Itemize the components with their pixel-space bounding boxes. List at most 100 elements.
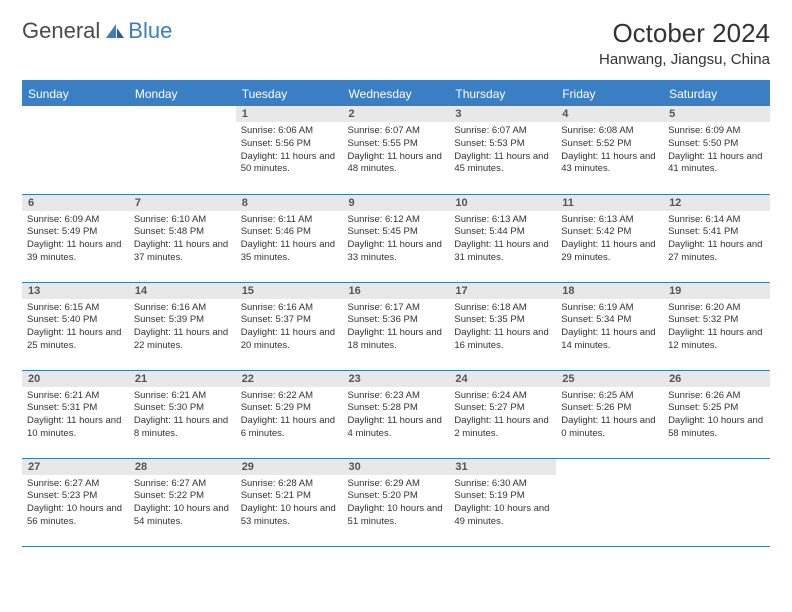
day-number: 28 bbox=[129, 459, 236, 475]
daylight-line: Daylight: 11 hours and 12 minutes. bbox=[668, 327, 762, 351]
day-number: 17 bbox=[449, 283, 556, 299]
day-number: 6 bbox=[22, 195, 129, 211]
sail-icon bbox=[104, 22, 126, 40]
sunrise-line: Sunrise: 6:18 AM bbox=[454, 302, 526, 313]
calendar-cell: 23Sunrise: 6:23 AMSunset: 5:28 PMDayligh… bbox=[343, 370, 450, 458]
sunset-line: Sunset: 5:49 PM bbox=[27, 226, 97, 237]
weekday-header: Saturday bbox=[663, 81, 770, 106]
day-body: Sunrise: 6:23 AMSunset: 5:28 PMDaylight:… bbox=[343, 387, 450, 446]
sunrise-line: Sunrise: 6:28 AM bbox=[241, 478, 313, 489]
calendar-cell bbox=[663, 458, 770, 546]
day-number: 12 bbox=[663, 195, 770, 211]
calendar-week-row: 20 Sunrise: 6:21 AMSunset: 5:31 PM Dayligh… bbox=[22, 370, 770, 458]
sunset-line: Sunset: 5:46 PM bbox=[241, 226, 311, 237]
sunset-line: Sunset: 5:29 PM bbox=[241, 402, 311, 413]
weekday-header: Friday bbox=[556, 81, 663, 106]
day-number: 25 bbox=[556, 371, 663, 387]
daylight-line: Daylight: 11 hours and 22 minutes. bbox=[134, 327, 228, 351]
calendar-cell: 16Sunrise: 6:17 AMSunset: 5:36 PMDayligh… bbox=[343, 282, 450, 370]
daylight-line: Daylight: 11 hours and 18 minutes. bbox=[348, 327, 442, 351]
sunrise-line: Sunrise: 6:23 AM bbox=[348, 390, 420, 401]
sunset-line: Sunset: 5:44 PM bbox=[454, 226, 524, 237]
sunrise-line: Sunrise: 6:30 AM bbox=[454, 478, 526, 489]
calendar-cell: 1Sunrise: 6:06 AMSunset: 5:56 PMDaylight… bbox=[236, 106, 343, 194]
month-title: October 2024 bbox=[599, 18, 770, 49]
title-block: October 2024 Hanwang, Jiangsu, China bbox=[599, 18, 770, 68]
daylight-line: Daylight: 11 hours and 6 minutes. bbox=[241, 415, 335, 439]
calendar-cell: 24Sunrise: 6:24 AMSunset: 5:27 PMDayligh… bbox=[449, 370, 556, 458]
sunset-line: Sunset: 5:37 PM bbox=[241, 314, 311, 325]
brand-part2: Blue bbox=[128, 18, 172, 44]
sunrise-line: Sunrise: 6:20 AM bbox=[668, 302, 740, 313]
day-body: Sunrise: 6:20 AMSunset: 5:32 PMDaylight:… bbox=[663, 299, 770, 358]
daylight-line: Daylight: 10 hours and 58 minutes. bbox=[668, 415, 763, 439]
sunrise-line: Sunrise: 6:29 AM bbox=[348, 478, 420, 489]
daylight-line: Daylight: 10 hours and 51 minutes. bbox=[348, 503, 443, 527]
sunrise-line: Sunrise: 6:15 AM bbox=[27, 302, 99, 313]
daylight-line: Daylight: 11 hours and 45 minutes. bbox=[454, 151, 548, 175]
daylight-line: Daylight: 11 hours and 31 minutes. bbox=[454, 239, 548, 263]
calendar-cell: 14Sunrise: 6:16 AMSunset: 5:39 PMDayligh… bbox=[129, 282, 236, 370]
day-number: 21 bbox=[129, 371, 236, 387]
sunrise-line: Sunrise: 6:12 AM bbox=[348, 214, 420, 225]
daylight-line: Daylight: 10 hours and 56 minutes. bbox=[27, 503, 122, 527]
day-number: 30 bbox=[343, 459, 450, 475]
calendar-body: 1Sunrise: 6:06 AMSunset: 5:56 PMDaylight… bbox=[22, 106, 770, 546]
daylight-line: Daylight: 11 hours and 27 minutes. bbox=[668, 239, 762, 263]
calendar-cell: 18Sunrise: 6:19 AMSunset: 5:34 PMDayligh… bbox=[556, 282, 663, 370]
calendar-cell: 30Sunrise: 6:29 AMSunset: 5:20 PMDayligh… bbox=[343, 458, 450, 546]
sunrise-line: Sunrise: 6:09 AM bbox=[668, 125, 740, 136]
calendar-cell: 19Sunrise: 6:20 AMSunset: 5:32 PMDayligh… bbox=[663, 282, 770, 370]
day-body: Sunrise: 6:16 AMSunset: 5:37 PMDaylight:… bbox=[236, 299, 343, 358]
calendar-cell: 15Sunrise: 6:16 AMSunset: 5:37 PMDayligh… bbox=[236, 282, 343, 370]
sunrise-line: Sunrise: 6:27 AM bbox=[27, 478, 99, 489]
sunrise-line: Sunrise: 6:13 AM bbox=[561, 214, 633, 225]
daylight-line: Daylight: 11 hours and 37 minutes. bbox=[134, 239, 228, 263]
sunset-line: Sunset: 5:31 PM bbox=[27, 402, 97, 413]
sunrise-line: Sunrise: 6:06 AM bbox=[241, 125, 313, 136]
calendar-cell: 27Sunrise: 6:27 AMSunset: 5:23 PMDayligh… bbox=[22, 458, 129, 546]
day-number: 27 bbox=[22, 459, 129, 475]
day-number: 10 bbox=[449, 195, 556, 211]
day-body: Sunrise: 6:19 AMSunset: 5:34 PMDaylight:… bbox=[556, 299, 663, 358]
calendar-cell: 6Sunrise: 6:09 AMSunset: 5:49 PMDaylight… bbox=[22, 194, 129, 282]
weekday-row: SundayMondayTuesdayWednesdayThursdayFrid… bbox=[22, 81, 770, 106]
daylight-line: Daylight: 10 hours and 49 minutes. bbox=[454, 503, 549, 527]
day-number: 26 bbox=[663, 371, 770, 387]
weekday-header: Thursday bbox=[449, 81, 556, 106]
daylight-line: Daylight: 11 hours and 10 minutes. bbox=[27, 415, 121, 439]
daylight-line: Daylight: 11 hours and 48 minutes. bbox=[348, 151, 442, 175]
sunset-line: Sunset: 5:55 PM bbox=[348, 138, 418, 149]
day-body: Sunrise: 6:07 AMSunset: 5:55 PMDaylight:… bbox=[343, 122, 450, 181]
sunset-line: Sunset: 5:50 PM bbox=[668, 138, 738, 149]
day-body: Sunrise: 6:06 AMSunset: 5:56 PMDaylight:… bbox=[236, 122, 343, 181]
day-number: 15 bbox=[236, 283, 343, 299]
calendar-cell: 31Sunrise: 6:30 AMSunset: 5:19 PMDayligh… bbox=[449, 458, 556, 546]
day-number: 4 bbox=[556, 106, 663, 122]
calendar-week-row: 13Sunrise: 6:15 AMSunset: 5:40 PMDayligh… bbox=[22, 282, 770, 370]
sunset-line: Sunset: 5:42 PM bbox=[561, 226, 631, 237]
calendar-cell: 5Sunrise: 6:09 AMSunset: 5:50 PMDaylight… bbox=[663, 106, 770, 194]
daylight-line: Daylight: 11 hours and 35 minutes. bbox=[241, 239, 335, 263]
calendar-cell: 22Sunrise: 6:22 AMSunset: 5:29 PMDayligh… bbox=[236, 370, 343, 458]
sunset-line: Sunset: 5:19 PM bbox=[454, 490, 524, 501]
day-number: 20 bbox=[22, 371, 129, 387]
header: General Blue October 2024 Hanwang, Jiang… bbox=[22, 18, 770, 68]
sunrise-line: Sunrise: 6:07 AM bbox=[454, 125, 526, 136]
calendar-cell: 26Sunrise: 6:26 AMSunset: 5:25 PMDayligh… bbox=[663, 370, 770, 458]
day-number: 29 bbox=[236, 459, 343, 475]
calendar-cell bbox=[129, 106, 236, 194]
sunset-line: Sunset: 5:41 PM bbox=[668, 226, 738, 237]
calendar-cell: 4Sunrise: 6:08 AMSunset: 5:52 PMDaylight… bbox=[556, 106, 663, 194]
calendar-cell bbox=[556, 458, 663, 546]
day-number: 7 bbox=[129, 195, 236, 211]
sunset-line: Sunset: 5:56 PM bbox=[241, 138, 311, 149]
sunset-line: Sunset: 5:45 PM bbox=[348, 226, 418, 237]
day-body: Sunrise: 6:27 AMSunset: 5:22 PMDaylight:… bbox=[129, 475, 236, 534]
day-body: Sunrise: 6:18 AMSunset: 5:35 PMDaylight:… bbox=[449, 299, 556, 358]
daylight-line: Daylight: 11 hours and 25 minutes. bbox=[27, 327, 121, 351]
day-number: 5 bbox=[663, 106, 770, 122]
day-number: 13 bbox=[22, 283, 129, 299]
sunrise-line: Sunrise: 6:21 AM bbox=[27, 390, 99, 401]
day-body: Sunrise: 6:09 AMSunset: 5:50 PMDaylight:… bbox=[663, 122, 770, 181]
